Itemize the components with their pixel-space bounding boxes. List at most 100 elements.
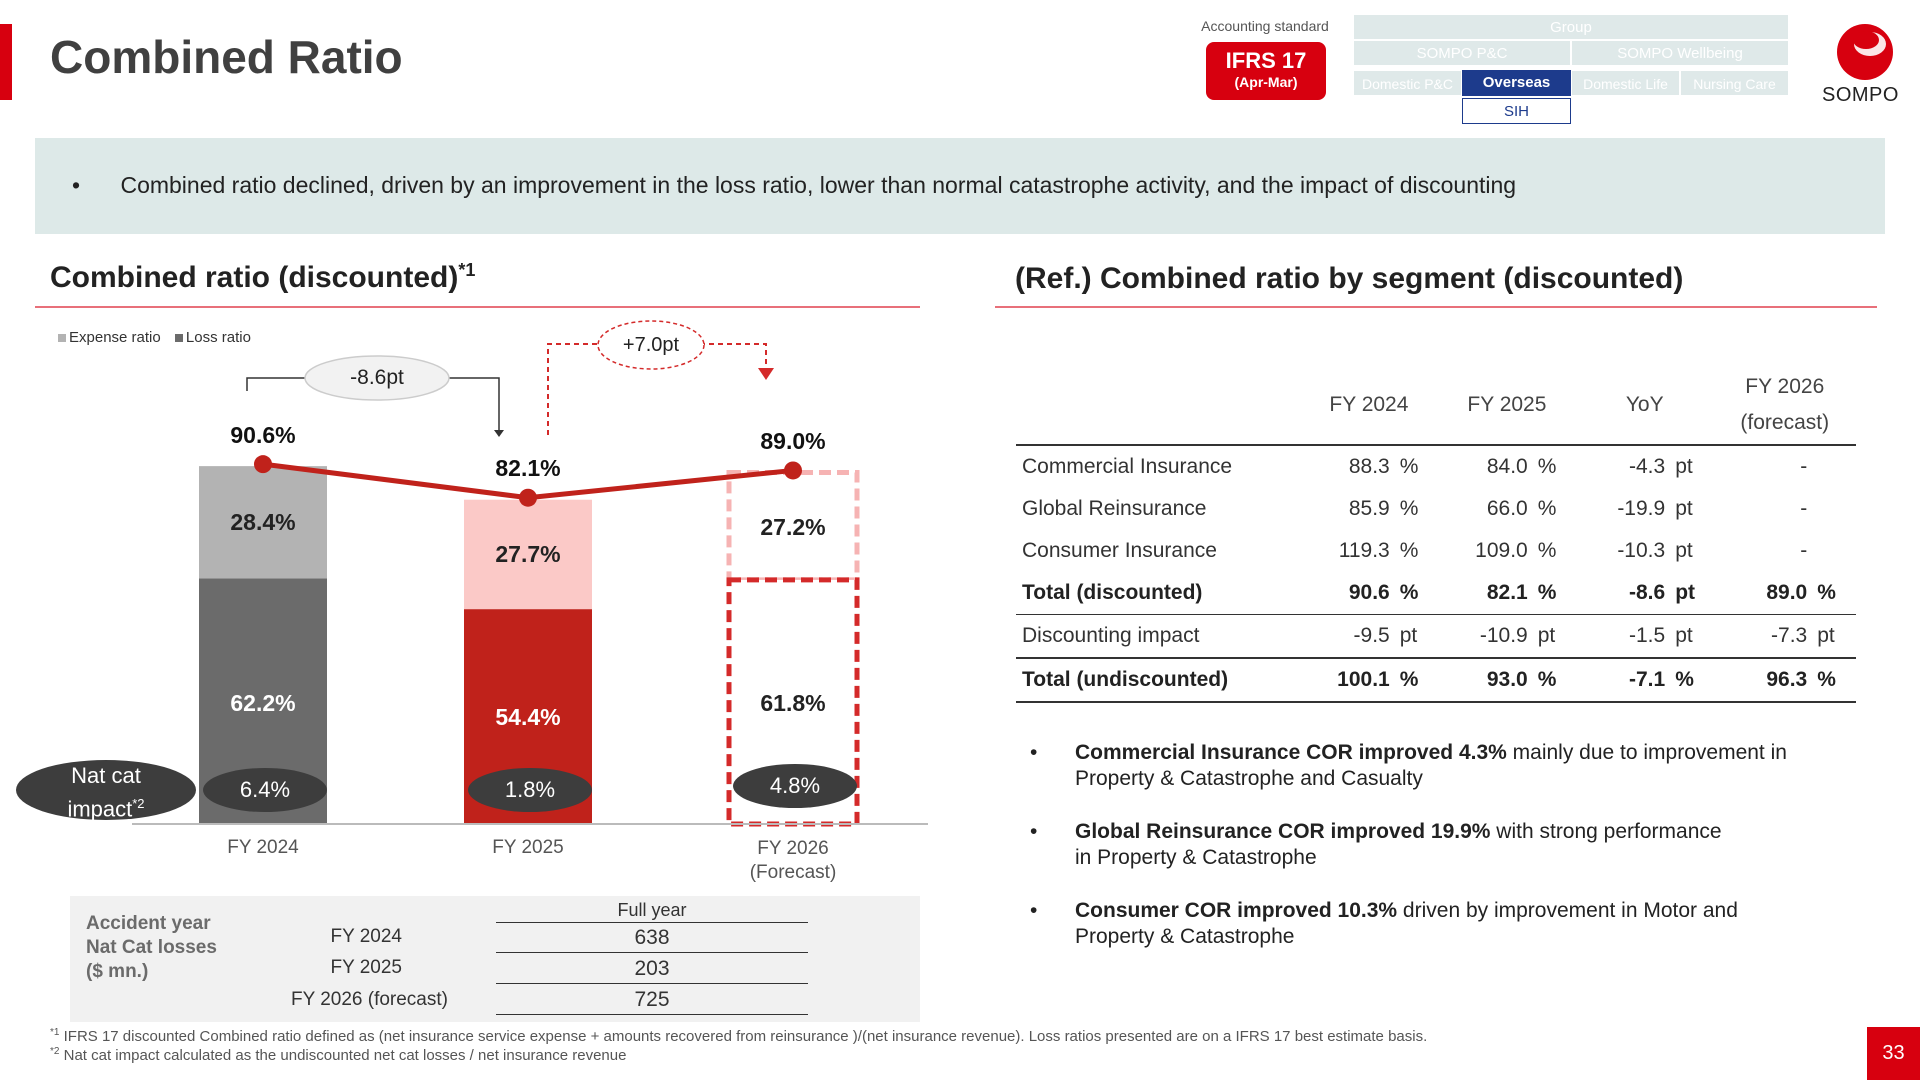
nav-sih[interactable]: SIH	[1462, 98, 1571, 124]
cell-unit	[1813, 445, 1856, 488]
cell-unit: %	[1399, 539, 1419, 562]
nat-cat-value-fy2025: 203	[496, 955, 808, 984]
right-section-underline	[995, 306, 1877, 308]
x-label-fy2026-line2: (Forecast)	[749, 862, 837, 883]
key-message-banner	[35, 138, 1885, 234]
loss-label-fy2026: 61.8%	[760, 690, 826, 716]
cell-fy2026: -7.3	[1713, 614, 1814, 659]
bullet-consumer: • Consumer COR improved 10.3% driven by …	[1030, 898, 1860, 948]
table-row-total-discounted: Total (discounted) 90.6% 82.1% -8.6 pt 89…	[1016, 572, 1856, 615]
annot-pill-up	[597, 320, 705, 370]
col-fy2024: FY 2024	[1299, 366, 1438, 446]
annot-arrowhead-up	[758, 368, 774, 380]
bullet-dot: •	[1030, 820, 1038, 843]
bullet-dot: •	[1030, 899, 1038, 922]
bullet-line2: Property & Catastrophe	[1075, 925, 1295, 948]
cell-unit: %	[1395, 658, 1438, 703]
bullet-commercial-text: Commercial Insurance COR improved 4.3% m…	[1075, 740, 1865, 792]
cell-fy2024: -9.5	[1299, 614, 1396, 659]
nav-sompo-pc[interactable]: SOMPO P&C	[1353, 40, 1571, 66]
cell-fy2025: -10.9	[1437, 614, 1534, 659]
nat-cat-table-title: Accident year Nat Cat losses ($ mn.)	[86, 912, 217, 984]
table-row: Discounting impact -9.5 pt -10.9 pt -1.5 pt…	[1016, 614, 1856, 659]
cell-unit: pt	[1533, 614, 1576, 659]
legend-expense: Expense ratio	[58, 329, 161, 346]
cell-unit: pt	[1671, 572, 1714, 615]
cell-fy2024: 119.3	[1338, 539, 1390, 562]
nav-domestic-pc[interactable]: Domestic P&C	[1353, 70, 1462, 96]
col-fy2025: FY 2025	[1437, 366, 1576, 446]
nat-cat-value-fy2024: 638	[496, 924, 808, 953]
combined-ratio-point-0	[254, 455, 272, 474]
footnote-mark: *1	[50, 1027, 60, 1038]
x-label-fy2025: FY 2025	[492, 837, 564, 858]
footnote-1-text: IFRS 17 discounted Combined ratio define…	[59, 1028, 1428, 1045]
bullet-reinsurance: • Global Reinsurance COR improved 19.9% …	[1030, 819, 1860, 869]
cell-unit: %	[1537, 497, 1557, 520]
cell-unit: %	[1813, 658, 1856, 703]
bullet-rest: driven by improvement in Motor and	[1397, 899, 1738, 922]
nav-domestic-life[interactable]: Domestic Life	[1571, 70, 1680, 96]
left-section-underline	[35, 306, 920, 308]
cell-fy2025: 82.1	[1437, 572, 1534, 615]
bar-expense-2	[726, 469, 860, 583]
page-title: Combined Ratio	[50, 31, 403, 83]
chart-legend: Expense ratio Loss ratio	[58, 329, 251, 346]
cell-unit: %	[1399, 497, 1419, 520]
ifrs-badge-period: (Apr-Mar)	[1234, 74, 1298, 90]
nav-group[interactable]: Group	[1353, 14, 1789, 40]
total-label-fy2026: 89.0%	[760, 428, 826, 454]
nat-cat-table-panel	[70, 896, 920, 1022]
cell-unit	[1813, 530, 1856, 572]
nat-cat-pill-fy2024: 6.4%	[203, 768, 327, 812]
cell-fy2025: 66.0	[1486, 497, 1528, 520]
bullet-rest: with strong performance	[1490, 820, 1722, 843]
nat-cat-year-fy2025: FY 2025	[330, 957, 402, 978]
footnote-ref: *1	[458, 260, 476, 280]
page-number: 33	[1867, 1027, 1920, 1080]
key-message-text: Combined ratio declined, driven by an im…	[120, 172, 1517, 198]
nav-nursing-care[interactable]: Nursing Care	[1680, 70, 1789, 96]
cell-yoy: -8.6	[1575, 572, 1672, 615]
row-name: Commercial Insurance	[1022, 455, 1233, 478]
cell-fy2024: 90.6	[1299, 572, 1396, 615]
cell-unit: pt	[1671, 614, 1714, 659]
loss-label-fy2024: 62.2%	[230, 690, 296, 716]
nat-cat-label-line1: Nat cat	[71, 763, 141, 788]
col-yoy: YoY	[1575, 366, 1714, 446]
table-row: Consumer Insurance 119.3% 109.0% -10.3 pt…	[1016, 530, 1856, 572]
sompo-logo-icon	[1837, 24, 1893, 80]
expense-label-fy2024: 28.4%	[230, 509, 296, 535]
nat-cat-pill-fy2026: 4.8%	[733, 764, 857, 808]
footnote-1: *1 IFRS 17 discounted Combined ratio def…	[50, 1027, 1427, 1045]
cell-fy2026: 96.3	[1713, 658, 1814, 703]
table-row: Global Reinsurance 85.9% 66.0% -19.9 pt -	[1016, 488, 1856, 530]
row-name: Total (undiscounted)	[1016, 658, 1300, 703]
footnote-2: *2 Nat cat impact calculated as the undi…	[50, 1046, 626, 1064]
nav-overseas[interactable]: Overseas	[1462, 70, 1571, 96]
cell-unit: %	[1813, 572, 1856, 615]
cell-yoy: -19.9	[1617, 497, 1666, 520]
accounting-standard-label: Accounting standard	[1201, 18, 1329, 34]
cell-fy2024: 100.1	[1299, 658, 1396, 703]
nav-sompo-wellbeing[interactable]: SOMPO Wellbeing	[1571, 40, 1789, 66]
loss-label-fy2025: 54.4%	[495, 704, 561, 730]
nat-cat-value-fy2026: 725	[496, 986, 808, 1015]
x-label-fy2026: FY 2026 (Forecast)	[713, 837, 873, 885]
nat-cat-title-line3: ($ mn.)	[86, 961, 149, 982]
table-row: Commercial Insurance 88.3% 84.0% -4.3 pt …	[1016, 445, 1856, 488]
cell-unit: %	[1537, 539, 1557, 562]
cell-fy2026: -	[1800, 539, 1808, 562]
cell-unit: pt	[1675, 539, 1693, 562]
row-name: Discounting impact	[1016, 614, 1300, 659]
nat-cat-pill-fy2025: 1.8%	[468, 768, 592, 812]
cell-unit	[1813, 488, 1856, 530]
legend-loss: Loss ratio	[174, 329, 251, 346]
cell-yoy: -10.3	[1617, 539, 1666, 562]
nat-cat-column-header: Full year	[496, 900, 808, 923]
bullet-reinsurance-text: Global Reinsurance COR improved 19.9% wi…	[1075, 819, 1865, 871]
bullet-dot: •	[72, 172, 81, 198]
bullet-line2: Property & Catastrophe and Casualty	[1075, 767, 1423, 790]
row-name: Global Reinsurance	[1022, 497, 1207, 520]
sompo-logo-text: SOMPO	[1822, 84, 1899, 106]
